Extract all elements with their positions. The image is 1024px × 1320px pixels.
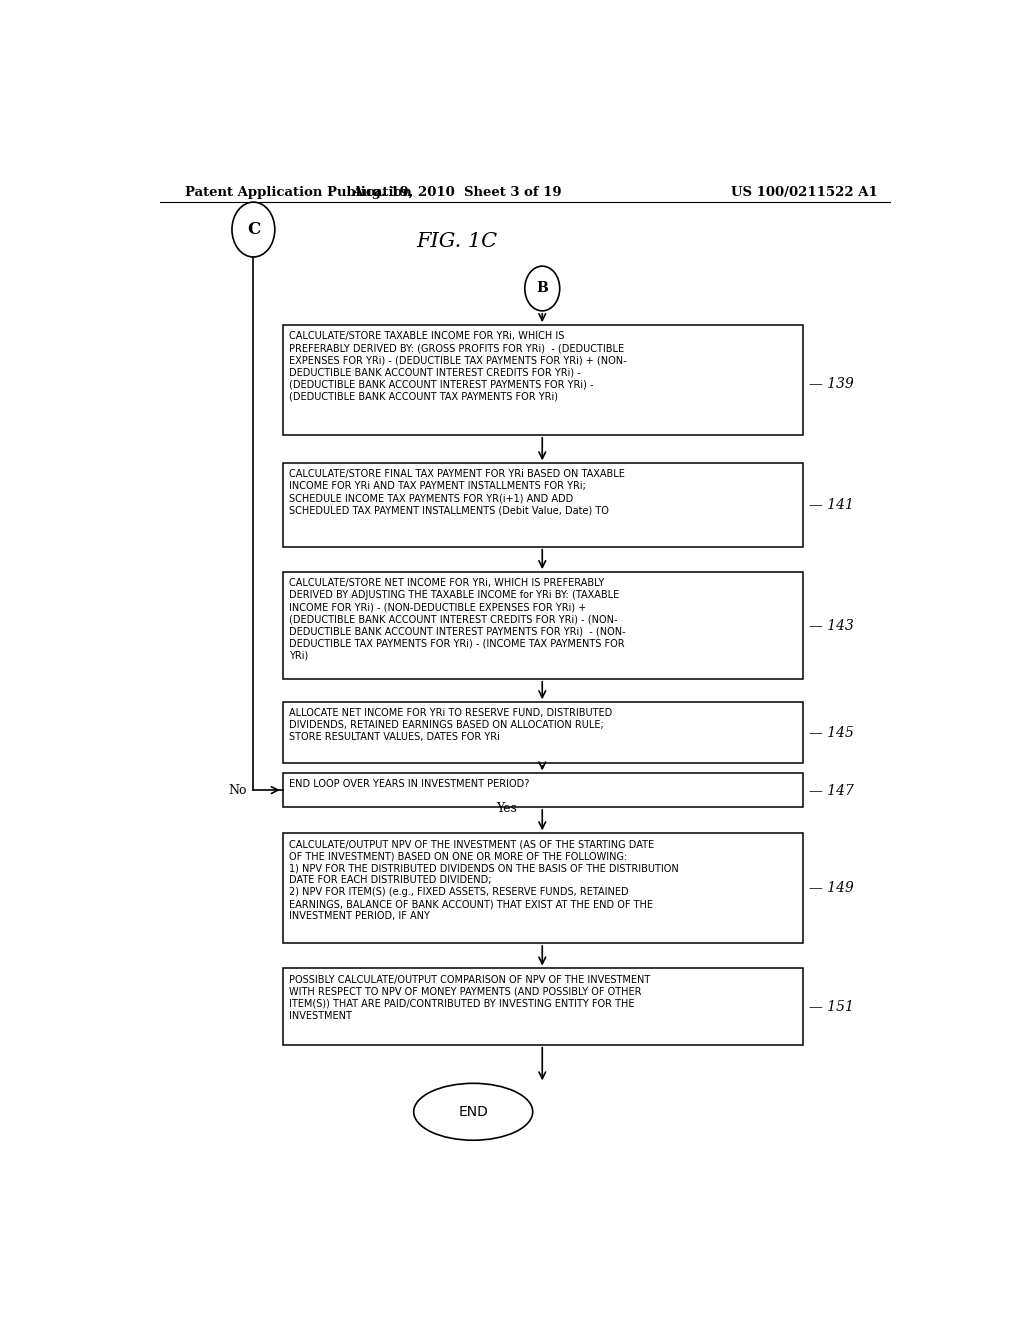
Text: ALLOCATE NET INCOME FOR YRi TO RESERVE FUND, DISTRIBUTED
DIVIDENDS, RETAINED EAR: ALLOCATE NET INCOME FOR YRi TO RESERVE F… bbox=[289, 709, 612, 742]
Text: Yes: Yes bbox=[496, 803, 517, 816]
Text: END LOOP OVER YEARS IN INVESTMENT PERIOD?: END LOOP OVER YEARS IN INVESTMENT PERIOD… bbox=[289, 779, 529, 789]
Text: No: No bbox=[228, 784, 247, 797]
Text: B: B bbox=[537, 281, 548, 296]
Text: CALCULATE/OUTPUT NPV OF THE INVESTMENT (AS OF THE STARTING DATE
OF THE INVESTMEN: CALCULATE/OUTPUT NPV OF THE INVESTMENT (… bbox=[289, 840, 679, 921]
Text: C: C bbox=[247, 220, 260, 238]
FancyBboxPatch shape bbox=[283, 774, 803, 807]
Text: — 151: — 151 bbox=[809, 1001, 854, 1014]
Text: FIG. 1C: FIG. 1C bbox=[417, 232, 498, 251]
Text: POSSIBLY CALCULATE/OUTPUT COMPARISON OF NPV OF THE INVESTMENT
WITH RESPECT TO NP: POSSIBLY CALCULATE/OUTPUT COMPARISON OF … bbox=[289, 974, 650, 1020]
Text: — 149: — 149 bbox=[809, 882, 854, 895]
Text: — 143: — 143 bbox=[809, 619, 854, 634]
FancyBboxPatch shape bbox=[283, 833, 803, 942]
FancyBboxPatch shape bbox=[283, 969, 803, 1044]
Text: US 100/0211522 A1: US 100/0211522 A1 bbox=[731, 186, 878, 199]
Text: Patent Application Publication: Patent Application Publication bbox=[185, 186, 412, 199]
Text: CALCULATE/STORE NET INCOME FOR YRi, WHICH IS PREFERABLY
DERIVED BY ADJUSTING THE: CALCULATE/STORE NET INCOME FOR YRi, WHIC… bbox=[289, 578, 626, 660]
FancyBboxPatch shape bbox=[283, 325, 803, 434]
Text: Aug. 19, 2010  Sheet 3 of 19: Aug. 19, 2010 Sheet 3 of 19 bbox=[352, 186, 562, 199]
FancyBboxPatch shape bbox=[283, 702, 803, 763]
Text: — 147: — 147 bbox=[809, 784, 854, 797]
Text: — 141: — 141 bbox=[809, 498, 854, 512]
Text: — 139: — 139 bbox=[809, 378, 854, 391]
Text: CALCULATE/STORE TAXABLE INCOME FOR YRi, WHICH IS
PREFERABLY DERIVED BY: (GROSS P: CALCULATE/STORE TAXABLE INCOME FOR YRi, … bbox=[289, 331, 627, 401]
FancyBboxPatch shape bbox=[283, 463, 803, 546]
Text: CALCULATE/STORE FINAL TAX PAYMENT FOR YRi BASED ON TAXABLE
INCOME FOR YRi AND TA: CALCULATE/STORE FINAL TAX PAYMENT FOR YR… bbox=[289, 470, 625, 515]
Text: END: END bbox=[459, 1105, 488, 1119]
FancyBboxPatch shape bbox=[283, 572, 803, 678]
Text: — 145: — 145 bbox=[809, 726, 854, 739]
